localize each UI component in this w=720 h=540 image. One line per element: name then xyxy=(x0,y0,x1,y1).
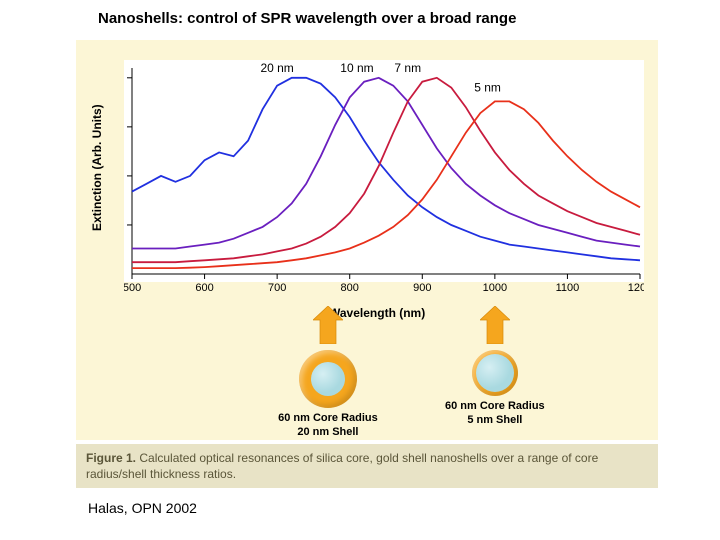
caption-body: Calculated optical resonances of silica … xyxy=(86,451,598,481)
page-title: Nanoshells: control of SPR wavelength ov… xyxy=(98,10,516,27)
chart-area: 50060070080090010001100120020 nm10 nm7 n… xyxy=(124,60,644,282)
up-arrow-icon xyxy=(313,306,343,344)
series-label: 20 nm xyxy=(260,61,293,75)
x-tick-label: 1000 xyxy=(483,282,507,294)
nanoshell-label-line1: 60 nm Core Radius xyxy=(433,400,557,412)
y-axis-label: Extinction (Arb. Units) xyxy=(90,104,104,231)
nanoshell-core xyxy=(476,354,514,392)
chart-svg: 500 600 700 800 900 1000 1100 1200 20 nm 10 nm 7 n… xyxy=(124,60,644,304)
nanoshell-label-line1: 60 nm Core Radius xyxy=(266,412,390,424)
x-tick-label: 600 xyxy=(195,282,213,294)
x-tick-label: 500 xyxy=(124,282,141,294)
x-tick-label: 800 xyxy=(341,282,359,294)
series-label: 10 nm xyxy=(340,61,373,75)
nanoshell-label-line2: 5 nm Shell xyxy=(433,414,557,426)
up-arrow-icon xyxy=(480,306,510,344)
series-10nm xyxy=(132,78,640,249)
nanoshell-core xyxy=(311,362,345,396)
series-20nm xyxy=(132,78,640,260)
attribution-text: Halas, OPN 2002 xyxy=(88,500,197,516)
x-tick-label: 1100 xyxy=(556,282,580,294)
series-5nm xyxy=(132,101,640,268)
nanoshell-label-line2: 20 nm Shell xyxy=(266,426,390,438)
series-label: 7 nm xyxy=(394,61,421,75)
x-tick-label: 1200 xyxy=(628,282,644,294)
x-tick-label: 700 xyxy=(268,282,286,294)
x-tick-label: 900 xyxy=(413,282,431,294)
series-label: 5 nm xyxy=(474,81,501,95)
caption-prefix: Figure 1. xyxy=(86,451,136,465)
figure-caption: Figure 1. Calculated optical resonances … xyxy=(76,444,658,488)
x-axis-label: Wavelength (nm) xyxy=(329,306,425,320)
